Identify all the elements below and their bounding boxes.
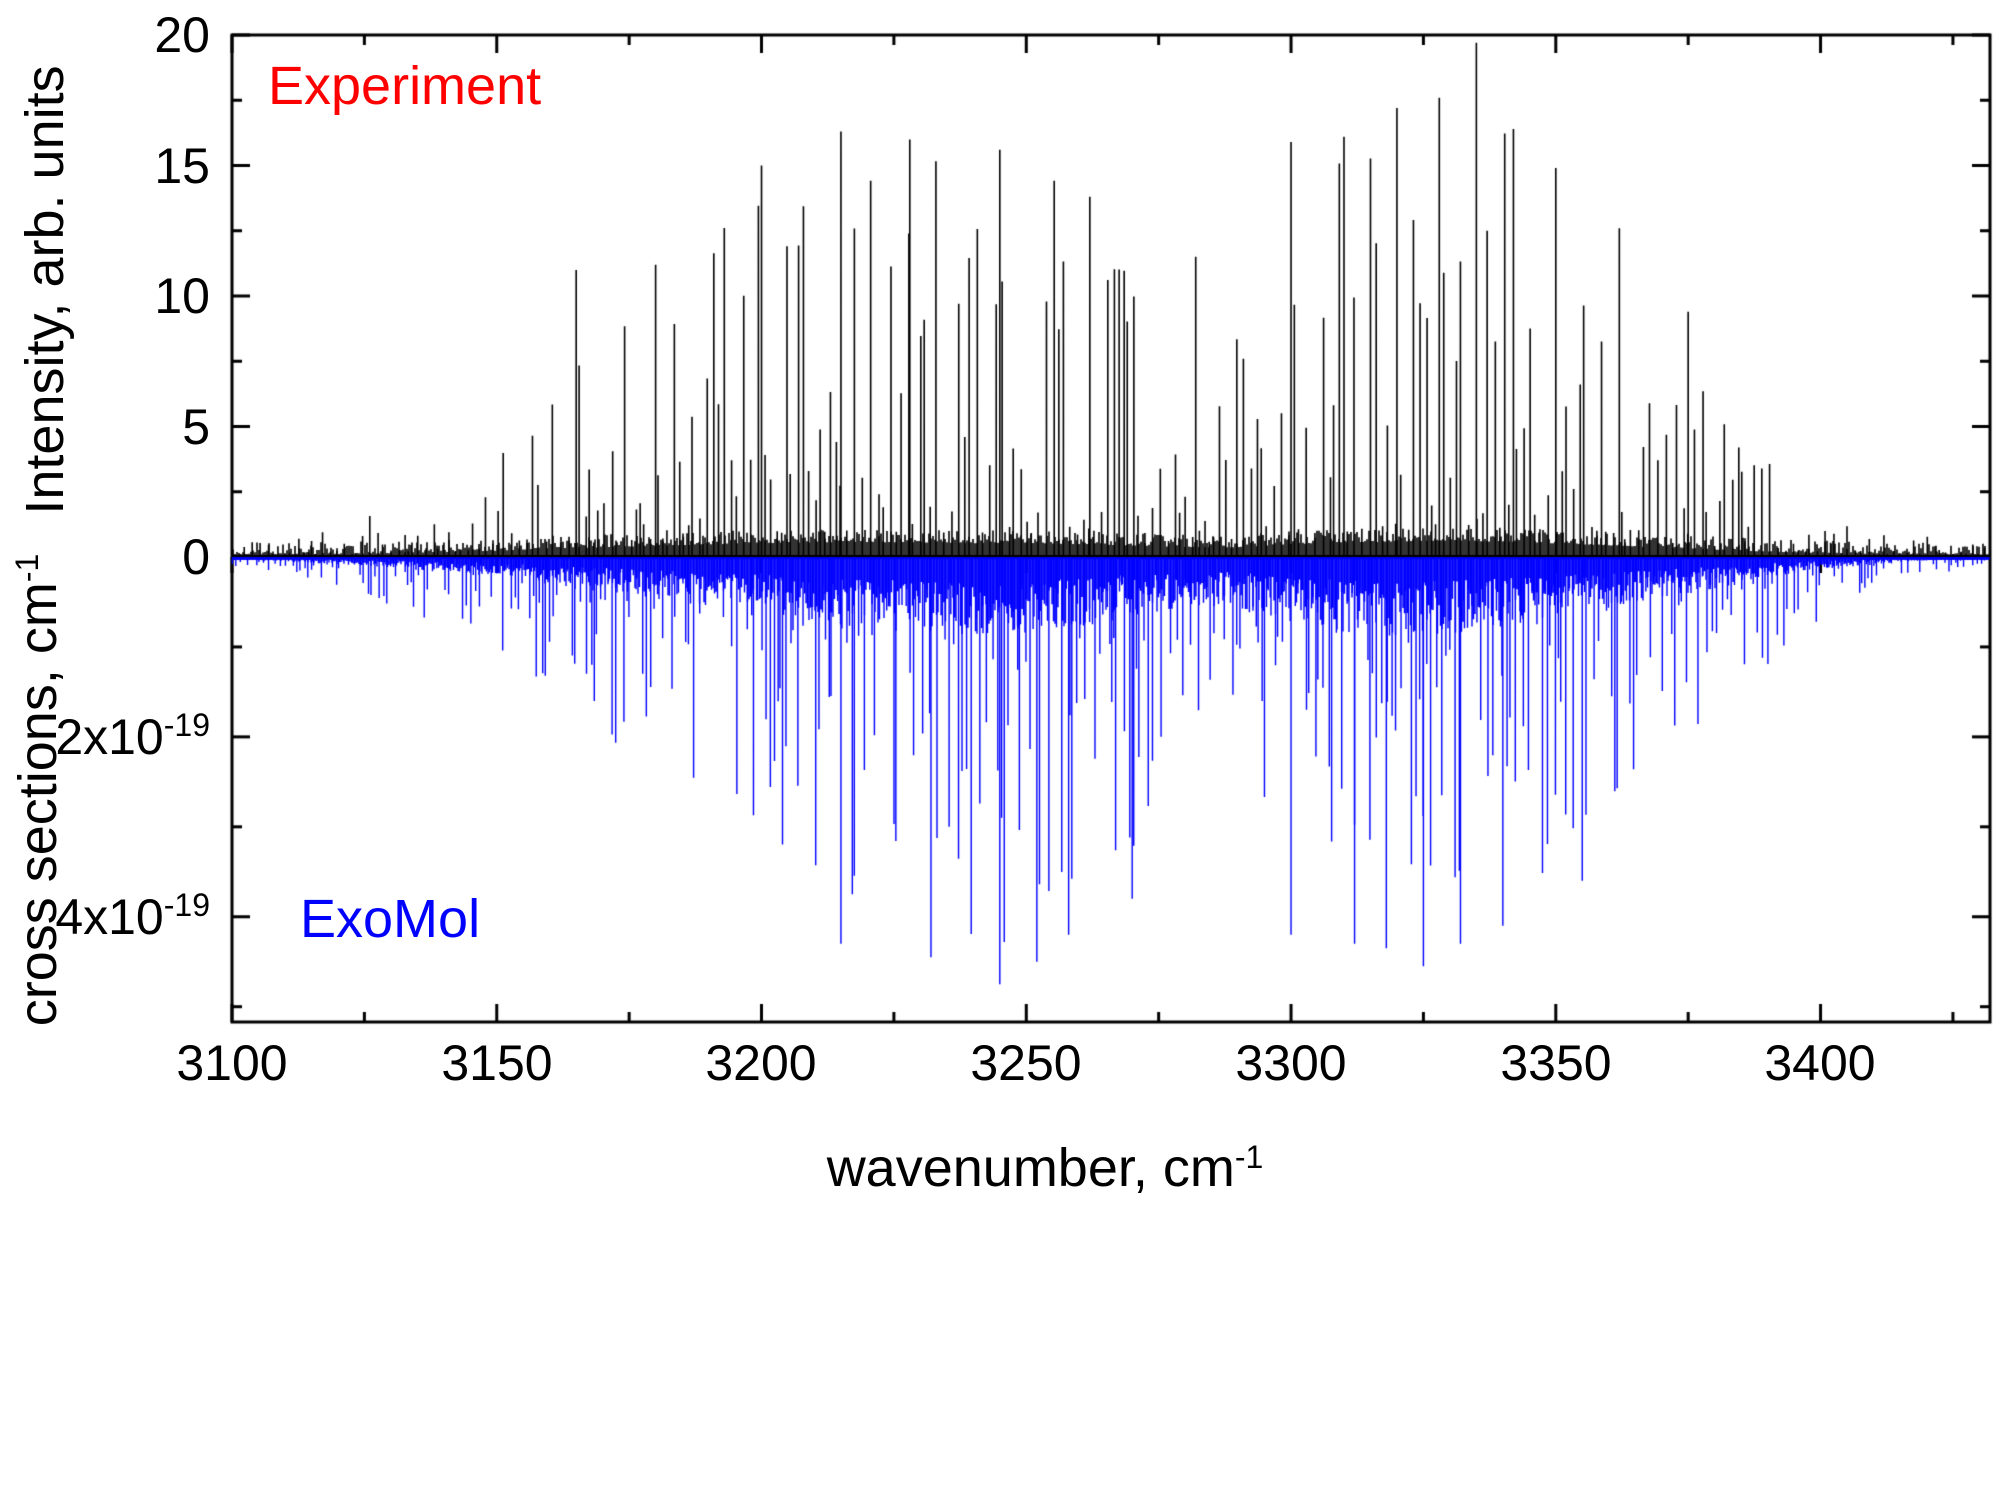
cross-section-tick-2e-19-sup: -19 — [163, 707, 210, 743]
cross-section-tick-4e-19-base: 4x10 — [55, 889, 164, 945]
intensity-tick-15: 15 — [154, 138, 210, 194]
y-axis-title-cross-sections-sup: -1 — [9, 553, 45, 583]
cross-section-tick-4e-19: 4x10-19 — [5, 886, 210, 948]
x-tick-label-3300: 3300 — [1235, 1035, 1347, 1091]
intensity-tick-10: 10 — [154, 268, 210, 324]
x-axis-title-wavenumber-base: wavenumber, cm — [826, 1138, 1235, 1198]
x-tick-label-3400: 3400 — [1764, 1035, 1876, 1091]
x-tick-label-3350: 3350 — [1500, 1035, 1612, 1091]
x-axis-title-wavenumber: wavenumber, cm-1 — [827, 1137, 1264, 1199]
x-tick-label-3200: 3200 — [705, 1035, 817, 1091]
y-axis-title-cross-sections-base: cross sections, cm — [8, 582, 68, 1027]
cross-section-tick-4e-19-sup: -19 — [163, 887, 210, 923]
y-axis-title-intensity: Intensity, arb. units — [15, 65, 75, 515]
intensity-tick-5: 5 — [182, 399, 210, 455]
intensity-tick-0: 0 — [182, 529, 210, 585]
intensity-tick-20: 20 — [154, 7, 210, 63]
cross-section-tick-2e-19-base: 2x10 — [55, 709, 164, 765]
cross-section-tick-2e-19: 2x10-19 — [5, 706, 210, 768]
experiment-series-label: Experiment — [268, 56, 542, 116]
x-tick-label-3250: 3250 — [970, 1035, 1082, 1091]
exomol-series-label: ExoMol — [300, 889, 481, 949]
y-axis-title-cross-sections: cross sections, cm-1 — [7, 554, 69, 1027]
x-axis-title-wavenumber-sup: -1 — [1234, 1139, 1264, 1175]
x-tick-label-3100: 3100 — [176, 1035, 288, 1091]
x-tick-label-3150: 3150 — [441, 1035, 553, 1091]
